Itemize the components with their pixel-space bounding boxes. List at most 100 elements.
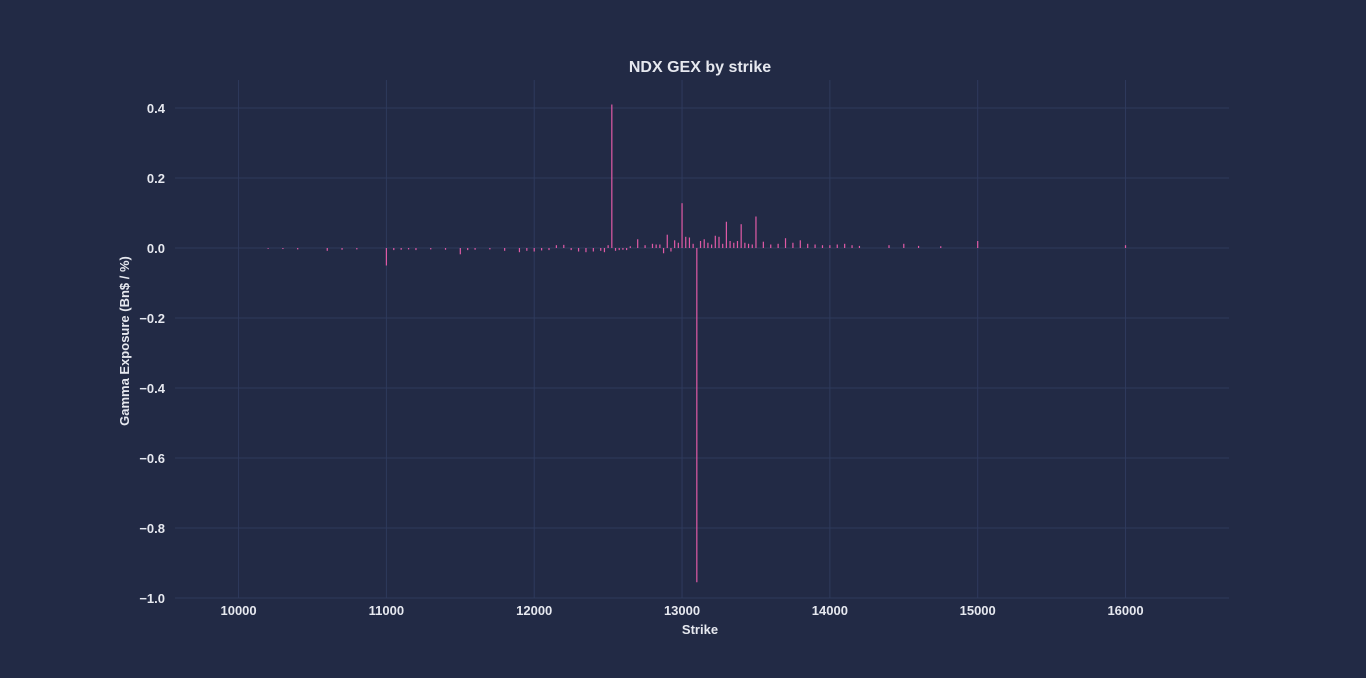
gex-bar bbox=[677, 242, 679, 248]
gex-bar bbox=[670, 248, 672, 252]
gex-bar bbox=[685, 236, 687, 248]
gex-bar bbox=[692, 243, 694, 248]
gex-bar bbox=[607, 245, 609, 248]
gex-bar bbox=[762, 241, 764, 248]
gex-bar bbox=[548, 248, 550, 251]
gex-bar bbox=[784, 238, 787, 248]
x-tick-label: 10000 bbox=[220, 603, 256, 618]
gex-bar bbox=[651, 243, 654, 248]
gex-bar bbox=[282, 248, 284, 250]
x-axis-label: Strike bbox=[682, 622, 718, 637]
gex-bar bbox=[844, 243, 846, 248]
gex-bar bbox=[707, 242, 709, 248]
gex-bar bbox=[829, 245, 831, 248]
gex-bar bbox=[711, 244, 713, 248]
gex-bar bbox=[563, 244, 565, 248]
gex-bar bbox=[688, 237, 691, 248]
gex-bar bbox=[940, 246, 942, 248]
gex-bar bbox=[267, 248, 269, 249]
x-tick-label: 11000 bbox=[369, 603, 404, 618]
y-tick-label: 0.0 bbox=[147, 241, 165, 256]
gex-bar bbox=[751, 244, 753, 248]
gex-bar bbox=[326, 248, 328, 251]
gex-bar bbox=[518, 248, 521, 253]
gex-bar bbox=[747, 243, 750, 248]
gex-bar bbox=[1124, 245, 1127, 248]
chart-title: NDX GEX by strike bbox=[629, 59, 771, 76]
gex-bar bbox=[725, 221, 727, 248]
gex-bar bbox=[474, 248, 476, 250]
y-tick-label: −0.4 bbox=[139, 381, 165, 396]
gex-bar bbox=[577, 248, 580, 252]
gex-bar bbox=[777, 243, 779, 248]
gex-bar bbox=[600, 248, 602, 251]
x-tick-label: 12000 bbox=[516, 603, 552, 618]
gex-bar bbox=[533, 248, 535, 252]
gex-bar bbox=[626, 248, 628, 251]
y-axis-label: Gamma Exposure (Bn$ / %) bbox=[117, 256, 132, 426]
ticks-layer: 10000 11000 12000 13000 14000 15000 16000 0.4 0.… bbox=[139, 101, 1143, 618]
gex-bar bbox=[393, 248, 395, 251]
gex-bar bbox=[977, 241, 979, 248]
gex-bar bbox=[622, 248, 624, 250]
gex-bar bbox=[637, 239, 639, 248]
gex-bar bbox=[629, 246, 631, 248]
gex-bar bbox=[570, 248, 572, 251]
gex-bar bbox=[467, 248, 469, 251]
gex-bar bbox=[444, 248, 447, 250]
gex-bar bbox=[585, 248, 587, 253]
gex-bar bbox=[722, 243, 724, 248]
gex-bar bbox=[888, 245, 890, 248]
gex-bar bbox=[430, 248, 432, 250]
x-tick-label: 14000 bbox=[812, 603, 848, 618]
gex-bar bbox=[603, 248, 606, 253]
x-tick-label: 13000 bbox=[664, 603, 700, 618]
gex-bar bbox=[836, 244, 838, 248]
gex-bar bbox=[858, 245, 861, 248]
gex-bar bbox=[814, 244, 816, 248]
gex-bar bbox=[541, 248, 543, 251]
gex-bar bbox=[807, 243, 809, 248]
gex-bar bbox=[755, 216, 757, 248]
y-tick-label: −1.0 bbox=[139, 591, 165, 606]
gex-bar bbox=[792, 242, 794, 248]
y-tick-label: −0.2 bbox=[139, 311, 165, 326]
gex-bar bbox=[799, 240, 801, 248]
gex-bar bbox=[666, 234, 668, 248]
bars-layer bbox=[267, 104, 1127, 583]
gex-bar bbox=[821, 245, 824, 248]
gex-bar bbox=[733, 242, 735, 248]
gex-bar bbox=[459, 248, 461, 255]
gex-bar bbox=[917, 245, 920, 248]
gex-bar bbox=[489, 248, 491, 250]
gex-bar bbox=[356, 248, 358, 250]
gex-bar bbox=[718, 236, 720, 248]
gex-bar bbox=[297, 248, 299, 250]
gex-bar bbox=[674, 240, 676, 248]
gex-bar bbox=[729, 241, 731, 248]
x-tick-label: 16000 bbox=[1107, 603, 1143, 618]
gex-bar bbox=[696, 248, 698, 583]
gex-bar bbox=[736, 241, 739, 248]
y-tick-label: −0.6 bbox=[139, 451, 165, 466]
gex-bar bbox=[714, 235, 716, 248]
grid-layer bbox=[175, 80, 1229, 599]
gex-bar bbox=[400, 248, 402, 250]
gex-bar bbox=[659, 244, 661, 248]
gex-bar bbox=[614, 248, 617, 251]
gex-bar bbox=[644, 245, 646, 248]
gex-bar bbox=[903, 243, 905, 248]
gex-bar bbox=[407, 248, 410, 250]
gex-bar bbox=[592, 248, 594, 252]
gex-bar bbox=[681, 203, 683, 248]
gex-bar bbox=[526, 248, 528, 251]
y-tick-label: 0.4 bbox=[147, 101, 166, 116]
gex-bar bbox=[618, 248, 620, 251]
gex-bar bbox=[385, 248, 387, 266]
gex-bar bbox=[770, 244, 772, 248]
gex-bar bbox=[341, 248, 343, 250]
gex-bar bbox=[415, 248, 417, 251]
gex-bar bbox=[662, 248, 665, 254]
x-tick-label: 15000 bbox=[960, 603, 996, 618]
